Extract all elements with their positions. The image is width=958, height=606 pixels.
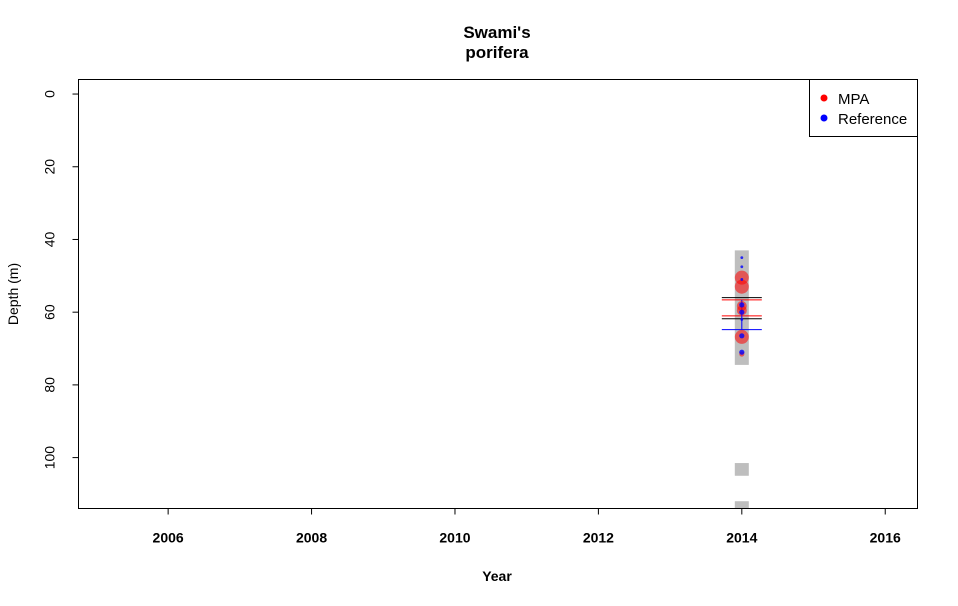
chart-title-line-2: porifera <box>465 43 529 62</box>
x-tick-label-2016: 2016 <box>870 530 901 546</box>
x-tick-label-2010: 2010 <box>439 530 470 546</box>
x-tick-label-2006: 2006 <box>153 530 184 546</box>
mpa-point-1 <box>734 279 749 294</box>
x-tick-label-2012: 2012 <box>583 530 614 546</box>
y-tick-label-40: 40 <box>42 231 58 247</box>
reference-point-5 <box>740 318 744 321</box>
x-tick-label-2014: 2014 <box>726 530 757 546</box>
y-tick-label-80: 80 <box>42 377 58 393</box>
plot-frame <box>78 79 918 509</box>
survey-range-bar-2 <box>734 501 749 509</box>
reference-point-2 <box>740 278 744 281</box>
reference-point-0 <box>740 256 744 260</box>
y-tick-label-60: 60 <box>42 304 58 320</box>
survey-range-bar-1 <box>734 463 749 476</box>
legend-mpa-marker <box>820 94 828 102</box>
reference-point-1 <box>740 265 744 269</box>
plot-area <box>721 250 762 509</box>
y-tick-label-0: 0 <box>42 90 58 98</box>
chart-title-line-1: Swami's <box>463 23 530 42</box>
legend-mpa-label: MPA <box>838 91 869 108</box>
legend-reference-label: Reference <box>838 111 907 128</box>
x-axis: 2006 2008 2010 2012 2014 2016 <box>153 508 901 546</box>
reference-point-6 <box>739 333 745 339</box>
y-tick-label-20: 20 <box>42 159 58 175</box>
x-tick-label-2008: 2008 <box>296 530 327 546</box>
legend: MPA Reference <box>809 79 918 137</box>
legend-reference-marker <box>820 114 828 122</box>
reference-point-4 <box>739 309 745 315</box>
y-axis: 0 20 40 60 80 100 <box>42 90 79 469</box>
reference-point-3 <box>739 302 745 308</box>
x-axis-title: Year <box>482 568 512 584</box>
legend-box <box>809 79 918 137</box>
y-axis-title: Depth (m) <box>5 263 21 325</box>
y-tick-label-100: 100 <box>42 446 58 470</box>
reference-point-7 <box>739 349 745 355</box>
